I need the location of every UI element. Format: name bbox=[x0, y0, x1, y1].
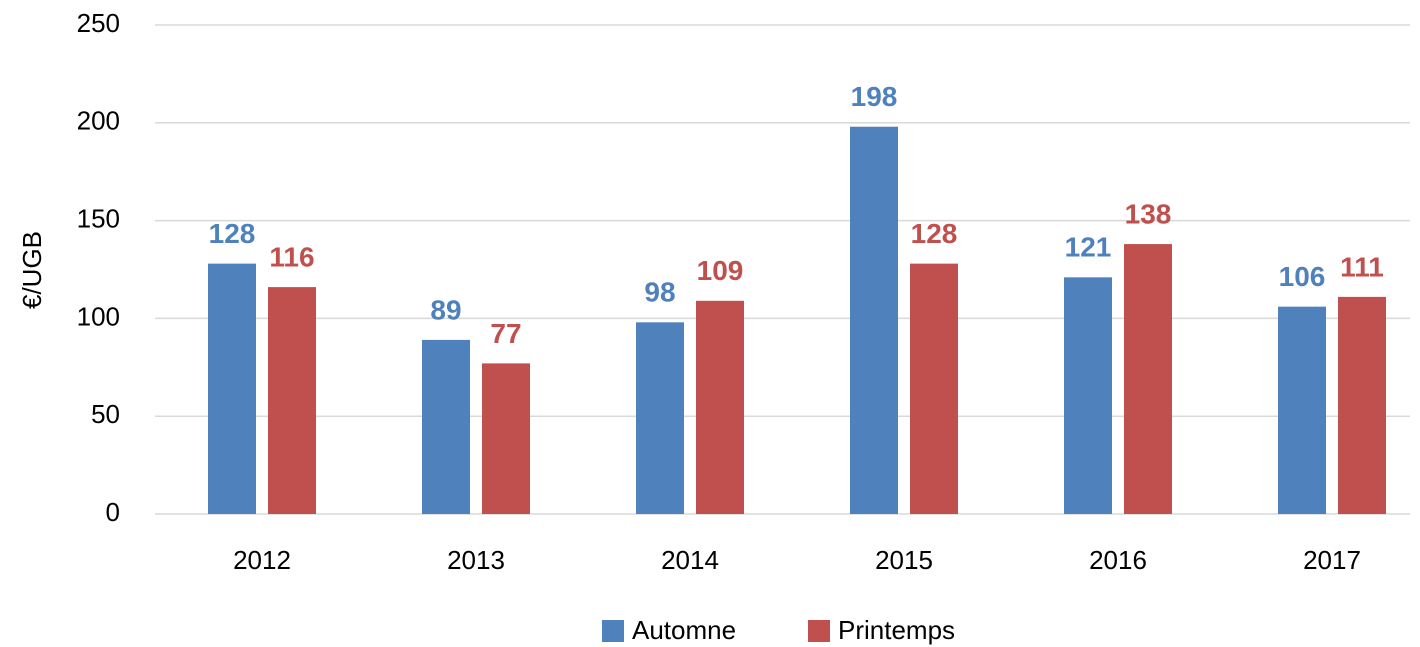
value-label: 121 bbox=[1065, 232, 1112, 263]
y-tick-label: 50 bbox=[91, 399, 120, 429]
legend-swatch bbox=[808, 620, 830, 642]
y-tick-label: 200 bbox=[77, 106, 120, 136]
legend-label: Automne bbox=[632, 615, 736, 645]
bar bbox=[850, 126, 898, 514]
bar bbox=[268, 287, 316, 514]
legend-swatch bbox=[602, 620, 624, 642]
bar bbox=[696, 300, 744, 514]
y-tick-label: 0 bbox=[106, 497, 120, 527]
value-label: 98 bbox=[644, 277, 675, 308]
y-axis-label: €/UGB bbox=[17, 231, 47, 309]
value-label: 128 bbox=[209, 218, 256, 249]
value-label: 198 bbox=[851, 81, 898, 112]
x-tick-label: 2014 bbox=[661, 545, 719, 575]
x-tick-label: 2013 bbox=[447, 545, 505, 575]
value-label: 109 bbox=[697, 255, 744, 286]
bar bbox=[1124, 244, 1172, 514]
value-label: 77 bbox=[490, 318, 521, 349]
legend-label: Printemps bbox=[838, 615, 955, 645]
value-label: 138 bbox=[1125, 198, 1172, 229]
x-tick-label: 2017 bbox=[1303, 545, 1361, 575]
value-label: 116 bbox=[269, 241, 314, 272]
value-label: 89 bbox=[430, 294, 461, 325]
x-tick-label: 2016 bbox=[1089, 545, 1147, 575]
bar bbox=[1278, 306, 1326, 514]
bar bbox=[1338, 296, 1386, 514]
bar bbox=[482, 363, 530, 514]
bar bbox=[208, 263, 256, 514]
bar bbox=[910, 263, 958, 514]
y-tick-label: 150 bbox=[77, 203, 120, 233]
value-label: 128 bbox=[911, 218, 958, 249]
value-label: 106 bbox=[1279, 261, 1326, 292]
value-label: 111 bbox=[1340, 251, 1384, 282]
x-tick-label: 2012 bbox=[233, 545, 291, 575]
y-tick-label: 250 bbox=[77, 8, 120, 38]
x-tick-label: 2015 bbox=[875, 545, 933, 575]
y-tick-label: 100 bbox=[77, 301, 120, 331]
bar bbox=[636, 322, 684, 514]
bar bbox=[1064, 277, 1112, 514]
bar bbox=[422, 339, 470, 514]
